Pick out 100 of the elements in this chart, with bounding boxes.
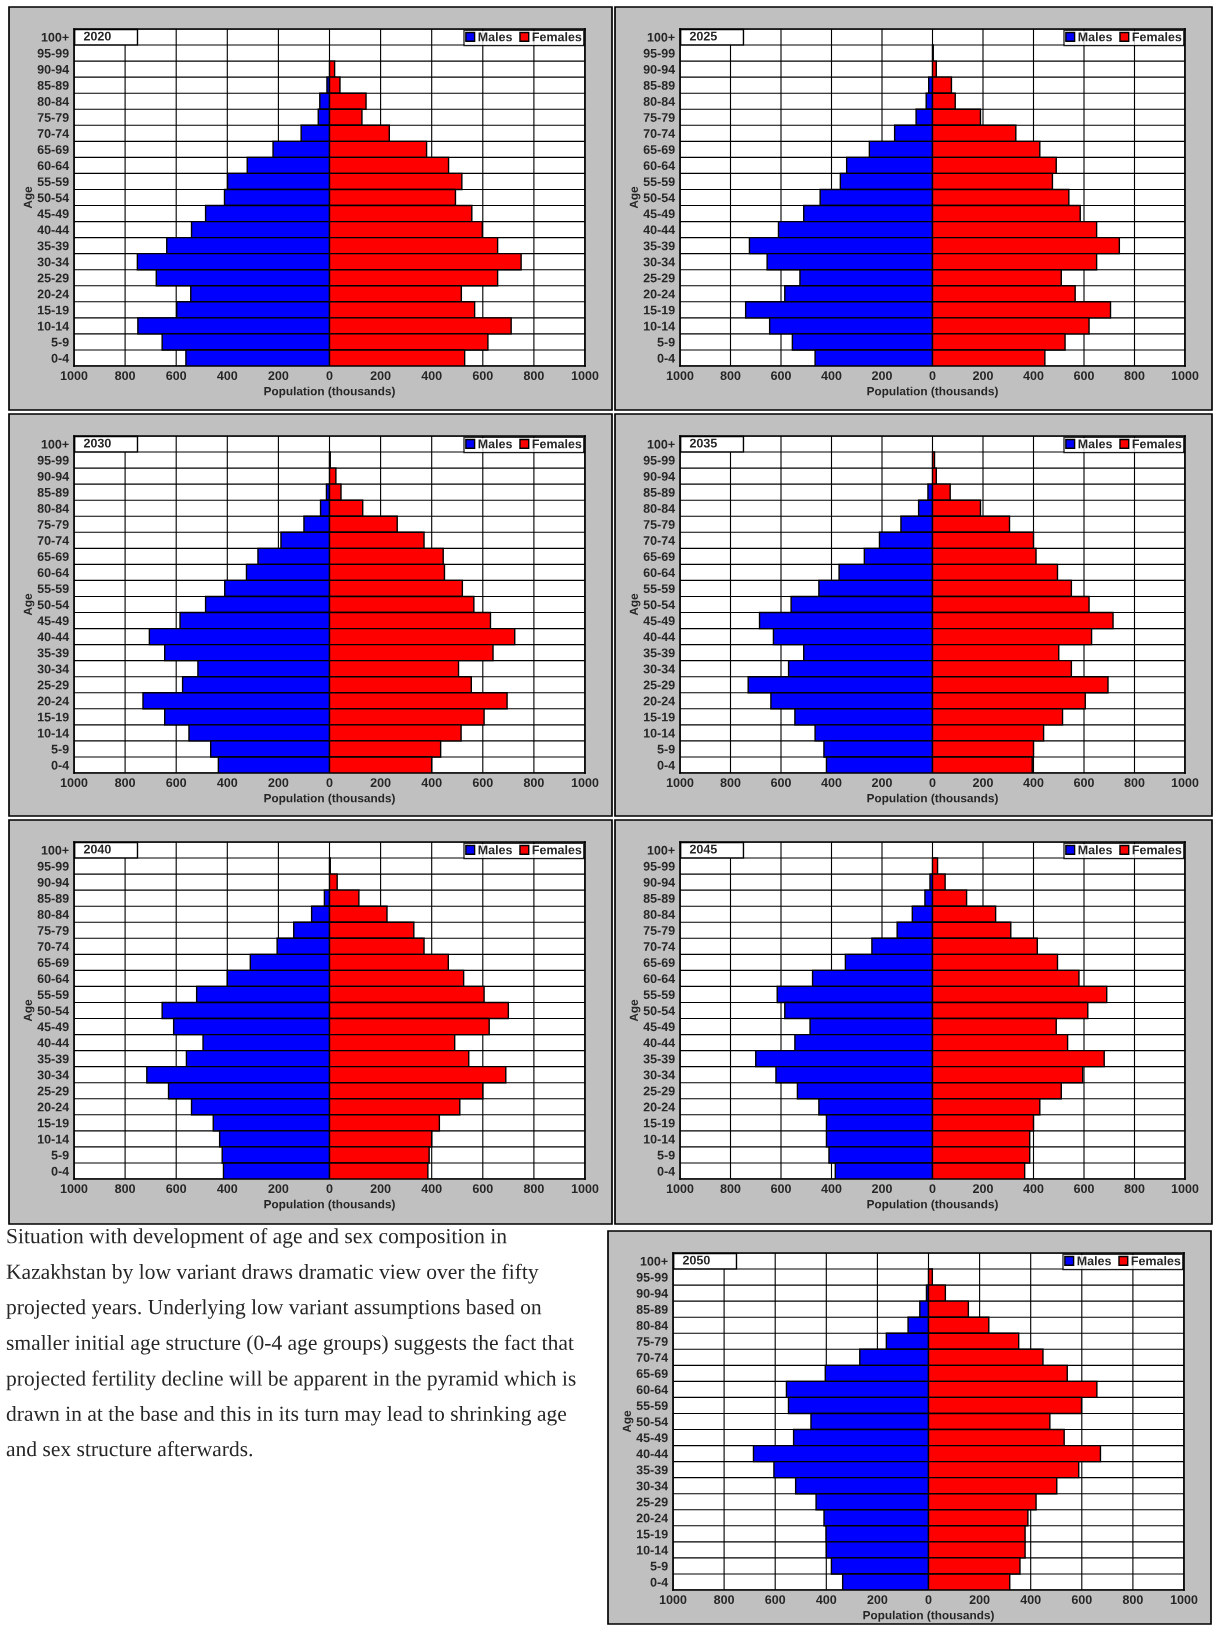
chart-title: 2030	[83, 438, 111, 448]
y-tick-label: 15-19	[37, 1118, 69, 1128]
x-tick-label: 400	[821, 778, 842, 788]
y-tick-label: 70-74	[643, 536, 676, 545]
x-tick-label: 0	[326, 371, 333, 381]
y-tick-label: 35-39	[643, 1054, 675, 1064]
x-tick-label: 1000	[1171, 371, 1199, 381]
y-tick-label: 15-19	[636, 1529, 668, 1539]
y-tick-label: 65-69	[643, 958, 675, 968]
y-tick-label: 35-39	[636, 1465, 668, 1475]
y-tick-label: 35-39	[643, 648, 675, 658]
y-tick-label: 50-54	[643, 193, 676, 203]
y-tick-label: 50-54	[636, 1417, 669, 1427]
x-tick-label: 400	[217, 1184, 238, 1194]
y-tick-label: 100+	[41, 845, 69, 855]
x-tick-label: 800	[720, 1184, 741, 1194]
y-tick-label: 30-34	[643, 257, 676, 267]
x-tick-label: 400	[217, 778, 238, 788]
y-tick-label: 5-9	[51, 337, 69, 347]
x-tick-label: 400	[217, 371, 238, 381]
legend-label: Females	[532, 845, 582, 855]
legend-label: Males	[1078, 439, 1112, 449]
legend-label: Females	[1132, 32, 1182, 42]
x-tick-label: 600	[472, 1184, 493, 1194]
y-tick-label: 80-84	[643, 97, 676, 106]
x-tick-label: 1000	[1171, 1184, 1199, 1194]
x-tick-label: 1000	[666, 371, 694, 381]
y-tick-label: 75-79	[37, 520, 69, 529]
x-tick-label: 1000	[659, 1595, 687, 1605]
y-tick-label: 0-4	[51, 760, 70, 770]
y-tick-label: 0-4	[657, 353, 676, 363]
y-tick-label: 20-24	[643, 1102, 676, 1112]
x-tick-label: 800	[523, 1184, 544, 1194]
x-tick-label: 600	[472, 371, 493, 381]
x-tick-label: 200	[973, 371, 993, 381]
legend-label: Males	[1077, 1256, 1111, 1266]
y-tick-label: 15-19	[37, 712, 69, 722]
y-tick-label: 50-54	[643, 1006, 676, 1016]
x-tick-label: 400	[816, 1595, 837, 1605]
x-tick-label: 200	[872, 778, 892, 788]
y-axis-title: Age	[629, 999, 641, 1022]
x-tick-label: 400	[421, 371, 442, 381]
x-axis-title: Population (thousands)	[867, 1199, 998, 1211]
y-tick-label: 5-9	[657, 744, 675, 754]
legend-label: Males	[478, 439, 512, 449]
x-tick-label: 1000	[1171, 778, 1199, 788]
x-tick-label: 600	[771, 1184, 791, 1194]
y-tick-label: 5-9	[657, 337, 675, 347]
x-tick-label: 200	[872, 1184, 892, 1194]
x-tick-label: 1000	[571, 1184, 599, 1194]
y-tick-label: 10-14	[37, 1134, 70, 1144]
y-tick-label: 45-49	[643, 1022, 675, 1032]
y-tick-label: 75-79	[37, 926, 69, 935]
y-tick-label: 75-79	[643, 113, 675, 122]
y-tick-label: 80-84	[643, 504, 676, 513]
y-tick-label: 60-64	[37, 974, 70, 984]
y-tick-label: 65-69	[643, 552, 675, 562]
y-tick-label: 15-19	[643, 712, 675, 722]
y-tick-label: 55-59	[37, 177, 69, 187]
y-tick-label: 20-24	[636, 1513, 669, 1523]
chart-title: 2050	[682, 1255, 710, 1265]
y-tick-label: 80-84	[643, 910, 676, 919]
y-tick-label: 35-39	[37, 648, 69, 658]
y-tick-label: 50-54	[37, 193, 70, 203]
y-tick-label: 85-89	[636, 1304, 668, 1314]
x-tick-label: 800	[115, 778, 136, 788]
y-tick-label: 95-99	[636, 1272, 668, 1282]
y-tick-label: 100+	[647, 32, 675, 42]
y-tick-label: 40-44	[636, 1449, 669, 1459]
y-tick-label: 60-64	[37, 161, 70, 171]
y-tick-label: 15-19	[37, 305, 69, 315]
y-tick-label: 50-54	[37, 600, 70, 610]
x-tick-label: 1000	[571, 371, 599, 381]
y-tick-label: 70-74	[37, 942, 70, 951]
y-tick-label: 95-99	[643, 48, 675, 58]
x-tick-label: 200	[268, 1184, 289, 1194]
y-tick-label: 70-74	[37, 129, 70, 138]
y-tick-label: 100+	[41, 439, 69, 449]
y-tick-label: 60-64	[636, 1385, 669, 1395]
y-tick-label: 90-94	[643, 471, 676, 481]
y-tick-label: 35-39	[37, 241, 69, 251]
y-tick-label: 85-89	[37, 80, 69, 90]
x-tick-label: 600	[771, 778, 791, 788]
y-tick-label: 25-29	[643, 1086, 675, 1096]
y-tick-label: 80-84	[37, 97, 70, 106]
x-tick-label: 400	[421, 1184, 442, 1194]
x-tick-label: 0	[929, 371, 936, 381]
text: Situation with development of age and sex composition in Kazakhstan by low variant draws dramatic view over the fifty projected years. Underlying low variant assumptions based on smaller initial age structure (0-4 age groups) suggests the fact that projected fertility decline will be apparent in the pyramid which is drawn in at the base and this in its turn may lead to shrinking age and sex structure afterwards.	[6, 1228, 576, 1457]
x-tick-label: 0	[929, 778, 936, 788]
y-tick-label: 45-49	[643, 616, 675, 626]
y-tick-label: 0-4	[650, 1577, 669, 1587]
y-tick-label: 20-24	[37, 289, 70, 299]
x-tick-label: 600	[166, 371, 187, 381]
y-tick-label: 55-59	[643, 990, 675, 1000]
y-tick-label: 40-44	[643, 1038, 676, 1048]
y-tick-label: 40-44	[643, 225, 676, 235]
y-tick-label: 40-44	[37, 632, 70, 642]
y-tick-label: 25-29	[643, 680, 675, 690]
y-tick-label: 100+	[41, 32, 69, 42]
x-tick-label: 1000	[60, 778, 88, 788]
